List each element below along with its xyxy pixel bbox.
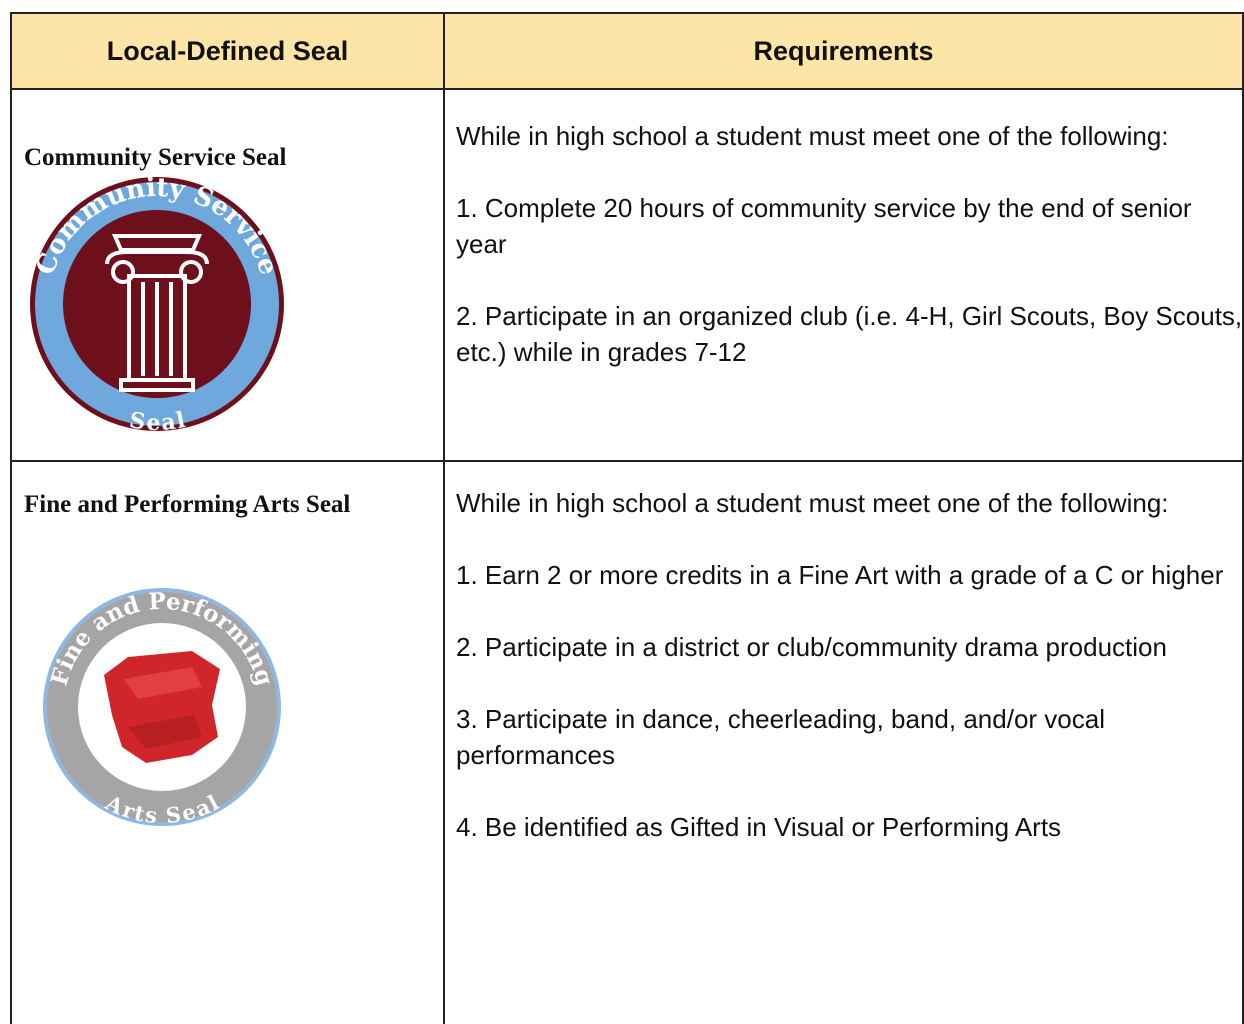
intro: While in high school a student must meet… [456,488,1169,518]
requirement-item: 1. Complete 20 hours of community servic… [456,193,1192,259]
seal-name: Fine and Performing Arts Seal [24,491,351,518]
seal-name: Community Service Seal [24,144,287,171]
seal-badge: Fine and Performing Arts Seal [43,588,281,827]
requirements: While in high school a student must meet… [456,485,1244,881]
requirement-item: 3. Participate in dance, cheerleading, b… [456,704,1105,770]
requirement-item: 2. Participate in an organized club (i.e… [456,301,1243,367]
header-cell: Local-Defined Seal [106,36,349,66]
row-border [12,88,1242,90]
column-border [443,14,445,1024]
seal-badge: Community Service Seal [30,174,284,434]
badge-text: Seal [127,407,187,434]
intro: While in high school a student must meet… [456,121,1169,151]
requirement-item: 4. Be identified as Gifted in Visual or … [456,812,1062,842]
requirement-item: 1. Earn 2 or more credits in a Fine Art … [456,560,1224,590]
header-row [12,14,1242,88]
header-cell: Requirements [753,36,934,66]
seal-table: Local-Defined Seal Requirements Communit… [10,12,1244,1024]
row-border [12,460,1242,462]
badge-bottom-text: Seal [127,407,187,434]
requirement-item: 2. Participate in a district or club/com… [456,632,1167,662]
requirements: While in high school a student must meet… [456,118,1244,406]
